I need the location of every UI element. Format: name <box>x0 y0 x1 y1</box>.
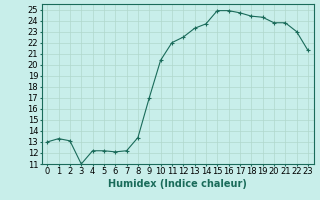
X-axis label: Humidex (Indice chaleur): Humidex (Indice chaleur) <box>108 179 247 189</box>
